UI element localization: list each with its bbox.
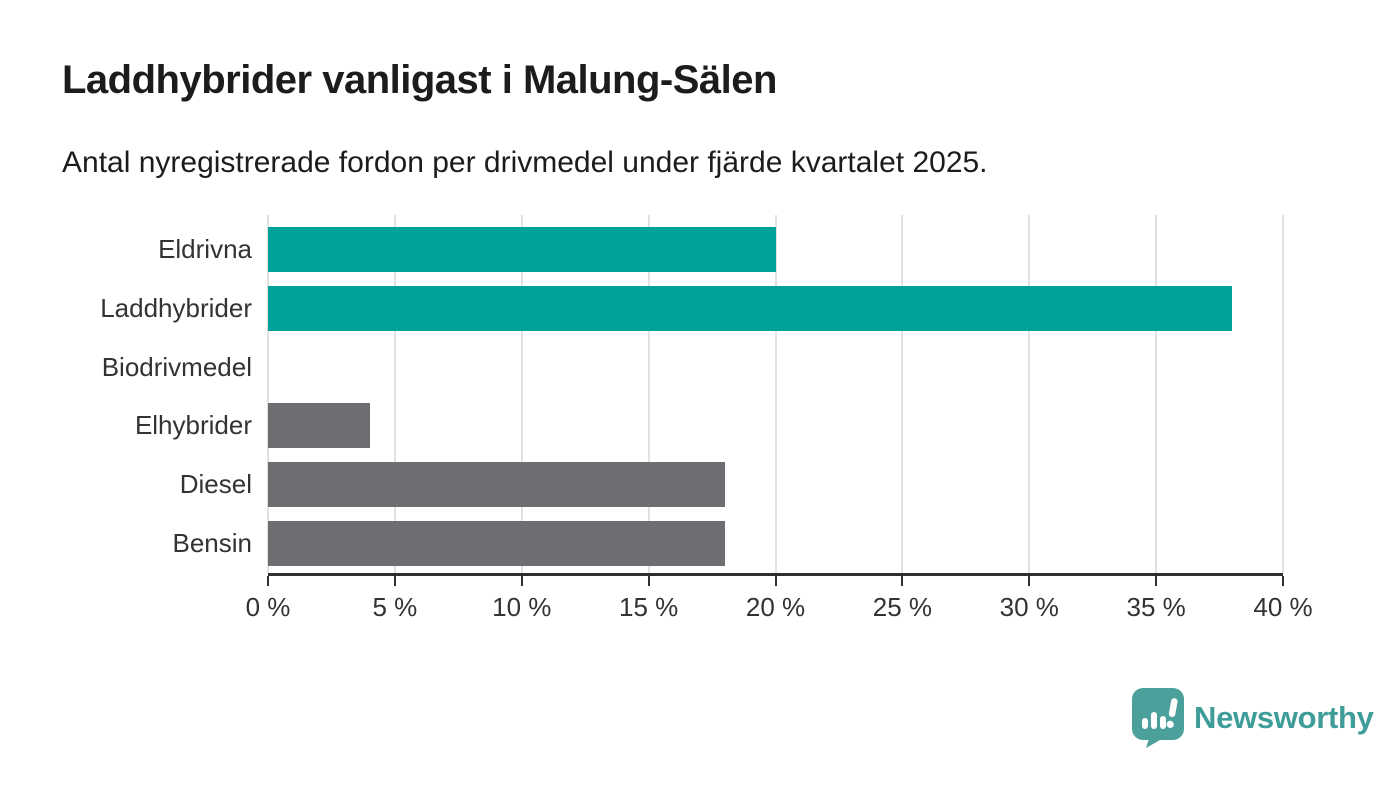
bar-diesel (268, 462, 725, 508)
gridline (520, 215, 523, 573)
x-axis-tick (1028, 576, 1031, 586)
gridline (393, 215, 396, 573)
gridline (1155, 215, 1158, 573)
x-tick-label: 30 % (999, 592, 1059, 622)
x-tick-label: 35 % (1126, 592, 1186, 622)
bar-eldrivna (268, 227, 776, 272)
gridline (774, 215, 777, 573)
x-tick-label: 5 % (372, 592, 418, 622)
gridline (1028, 215, 1031, 573)
category-label-diesel: Diesel (179, 469, 252, 500)
x-axis-tick (774, 576, 777, 586)
gridline (267, 215, 269, 573)
bar-chart: Eldrivna Laddhybrider Biodrivmedel Elhybrid… (0, 215, 1400, 645)
x-tick-label: 25 % (872, 592, 932, 622)
category-label-biodrivmedel: Biodrivmedel (101, 351, 252, 382)
x-axis-tick (647, 576, 650, 586)
bar-elhybrider (268, 403, 370, 449)
x-axis-tick (1155, 576, 1158, 586)
plot-area (267, 215, 1284, 576)
x-axis: 0 % 5 % 10 % 15 % 20 % 25 % 30 % 35 % 40 % (246, 576, 1313, 646)
bar-bensin (268, 521, 725, 566)
category-label-bensin: Bensin (172, 528, 253, 558)
logo-exclamation (1166, 698, 1178, 728)
logo-pin-shape (1132, 688, 1184, 748)
x-tick-label: 15 % (618, 592, 679, 622)
x-tick-label: 40 % (1253, 592, 1313, 622)
brand-name: Newsworthy (1194, 700, 1374, 735)
x-tick-label: 0 % (245, 592, 291, 622)
x-axis-tick (267, 576, 269, 586)
logo-bar-1 (1142, 718, 1148, 729)
x-axis-tick (901, 576, 904, 586)
x-tick-label: 20 % (745, 592, 806, 622)
category-label-elhybrider: Elhybrider (134, 410, 252, 441)
x-axis-tick (393, 576, 396, 586)
chart-subtitle: Antal nyregistrerade fordon per drivmede… (62, 146, 988, 179)
category-label-laddhybrider: Laddhybrider (100, 292, 252, 323)
brand-footer: Newsworthy (1132, 688, 1374, 748)
x-axis-tick (1282, 576, 1284, 586)
gridline (1282, 215, 1284, 573)
newsworthy-logo-icon (1132, 688, 1184, 748)
bar-laddhybrider (268, 285, 1233, 331)
chart-title: Laddhybrider vanligast i Malung-Sälen (62, 58, 777, 102)
x-axis-tick (520, 576, 523, 586)
logo-bar-3 (1160, 716, 1166, 729)
gridline (901, 215, 904, 573)
x-tick-label: 10 % (492, 592, 552, 622)
category-labels: Eldrivna Laddhybrider Biodrivmedel Elhybrid… (0, 215, 252, 573)
gridline (647, 215, 650, 573)
logo-bar-2 (1151, 712, 1157, 729)
category-label-eldrivna: Eldrivna (158, 234, 252, 264)
